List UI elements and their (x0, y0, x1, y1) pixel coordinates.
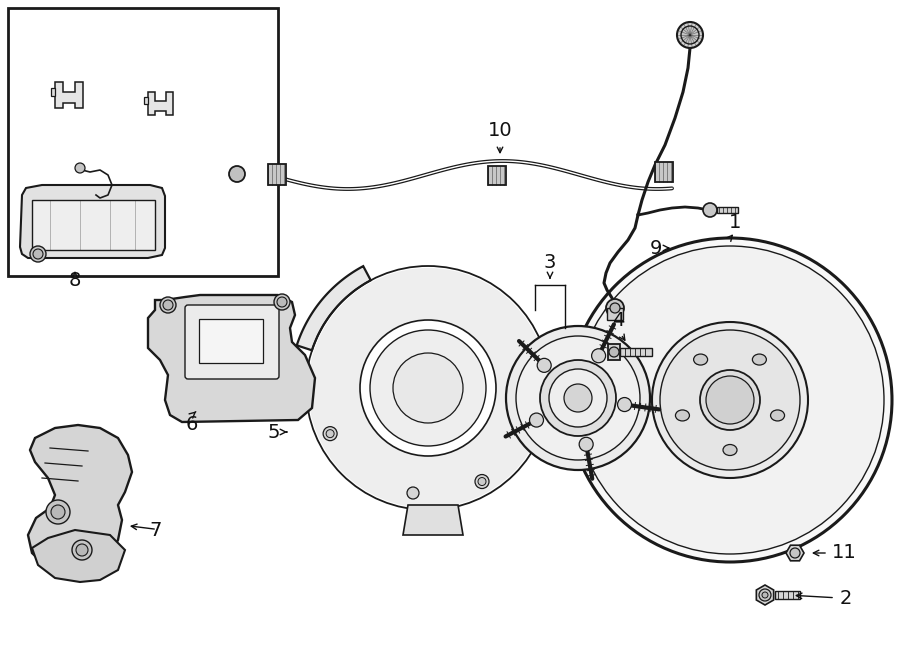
Text: 8: 8 (68, 271, 81, 289)
Polygon shape (488, 166, 506, 185)
Polygon shape (28, 425, 132, 575)
Circle shape (478, 477, 486, 485)
Circle shape (591, 349, 606, 363)
Circle shape (652, 322, 808, 478)
Circle shape (323, 426, 338, 441)
Circle shape (163, 300, 173, 310)
Circle shape (660, 330, 800, 470)
Polygon shape (55, 82, 83, 108)
Text: 11: 11 (832, 544, 857, 563)
Polygon shape (32, 200, 155, 250)
Circle shape (30, 246, 46, 262)
Circle shape (576, 246, 884, 554)
Circle shape (75, 163, 85, 173)
Circle shape (326, 430, 334, 438)
Circle shape (617, 398, 632, 412)
Polygon shape (32, 530, 125, 582)
Polygon shape (786, 545, 804, 561)
Circle shape (475, 475, 489, 489)
Circle shape (360, 320, 496, 456)
Circle shape (700, 370, 760, 430)
Polygon shape (608, 344, 620, 360)
Ellipse shape (694, 354, 707, 365)
Circle shape (568, 238, 892, 562)
Text: 7: 7 (149, 520, 162, 540)
Polygon shape (145, 97, 148, 105)
Text: 10: 10 (488, 121, 512, 140)
Polygon shape (620, 348, 652, 356)
Circle shape (277, 297, 287, 307)
Circle shape (790, 548, 800, 558)
Circle shape (703, 203, 717, 217)
Circle shape (229, 166, 245, 182)
Circle shape (46, 500, 70, 524)
Circle shape (72, 540, 92, 560)
Circle shape (308, 268, 548, 508)
Circle shape (762, 592, 768, 598)
Polygon shape (403, 505, 463, 535)
Circle shape (506, 326, 650, 470)
Circle shape (393, 353, 463, 423)
Ellipse shape (675, 410, 689, 421)
Circle shape (274, 294, 290, 310)
Polygon shape (268, 164, 286, 185)
Polygon shape (756, 585, 774, 605)
Ellipse shape (770, 410, 785, 421)
Circle shape (51, 505, 65, 519)
Circle shape (610, 303, 620, 313)
Circle shape (549, 369, 607, 427)
Text: 1: 1 (729, 213, 742, 232)
Circle shape (370, 330, 486, 446)
Circle shape (407, 487, 419, 499)
Circle shape (516, 336, 640, 460)
Polygon shape (148, 92, 173, 115)
Circle shape (540, 360, 616, 436)
Circle shape (529, 413, 544, 427)
Circle shape (580, 438, 593, 451)
Circle shape (677, 22, 703, 48)
Circle shape (681, 26, 699, 44)
Polygon shape (717, 207, 738, 213)
Circle shape (609, 347, 619, 357)
Text: 6: 6 (185, 415, 198, 434)
Text: 4: 4 (612, 311, 625, 330)
Circle shape (76, 544, 88, 556)
Polygon shape (655, 162, 673, 182)
Text: 9: 9 (650, 238, 662, 258)
Text: 3: 3 (544, 253, 556, 272)
Polygon shape (20, 185, 165, 258)
Circle shape (33, 249, 43, 259)
Text: 2: 2 (840, 589, 852, 608)
Circle shape (160, 297, 176, 313)
Ellipse shape (752, 354, 767, 365)
Circle shape (537, 358, 551, 372)
Polygon shape (297, 266, 371, 350)
Circle shape (564, 384, 592, 412)
Circle shape (759, 589, 771, 601)
FancyBboxPatch shape (8, 8, 278, 276)
Circle shape (606, 299, 624, 317)
Text: 5: 5 (267, 422, 280, 442)
Ellipse shape (723, 444, 737, 455)
Polygon shape (148, 295, 315, 422)
FancyBboxPatch shape (185, 305, 279, 379)
Polygon shape (51, 88, 55, 96)
Polygon shape (607, 308, 623, 320)
Polygon shape (775, 591, 800, 599)
FancyBboxPatch shape (199, 319, 263, 363)
Circle shape (706, 376, 754, 424)
